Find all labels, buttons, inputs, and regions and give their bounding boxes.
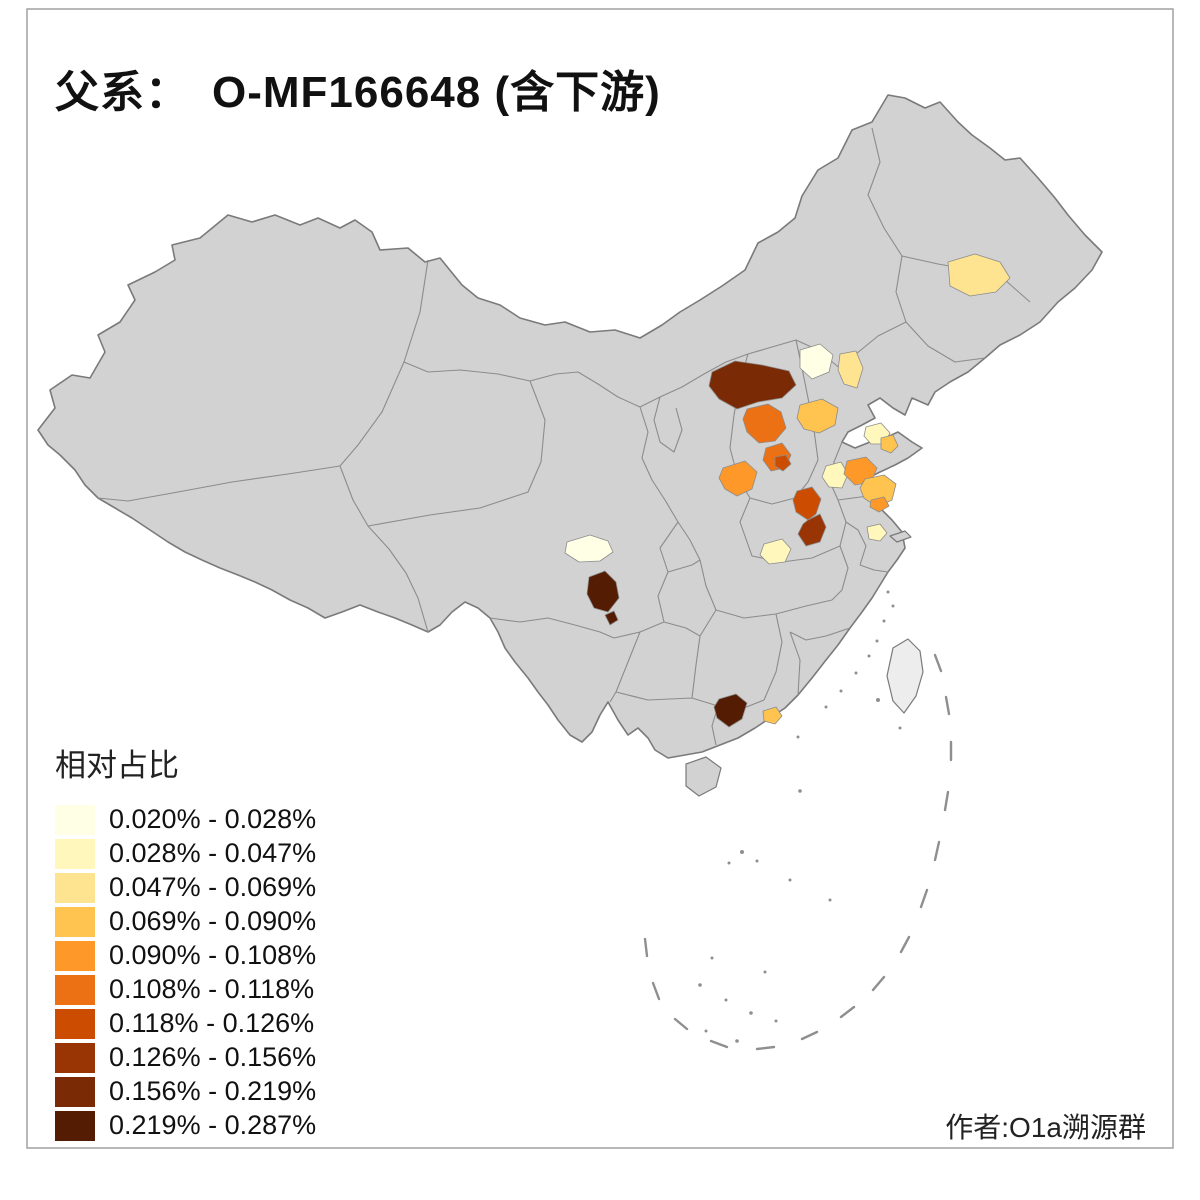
legend-item: 0.047% - 0.069% — [55, 871, 316, 904]
nine-dash-line — [643, 653, 953, 1051]
legend-title: 相对占比 — [55, 748, 179, 783]
legend-swatch — [55, 1110, 95, 1141]
island-dots — [698, 590, 902, 1043]
legend-item: 0.028% - 0.047% — [55, 837, 316, 870]
region-xinyang — [797, 513, 827, 547]
region-north-shanxi — [708, 360, 797, 410]
plot-frame — [26, 8, 1174, 1149]
region-south-henan — [792, 486, 822, 521]
legend-swatch — [55, 906, 95, 937]
chongming-island — [889, 530, 912, 543]
legend-label: 0.020% - 0.028% — [109, 804, 317, 834]
title-prefix: 父系： — [55, 68, 190, 117]
legend-label: 0.126% - 0.156% — [109, 1042, 317, 1072]
author-credit: 作者:O1a溯源群 — [945, 1112, 1146, 1143]
legend-swatch — [55, 974, 95, 1005]
taiwan-island — [886, 638, 924, 714]
legend-item: 0.108% - 0.118% — [55, 973, 316, 1006]
region-harbin — [947, 253, 1011, 297]
legend-label: 0.156% - 0.219% — [109, 1076, 317, 1106]
region-guanzhong — [718, 460, 758, 497]
region-west-shandong — [821, 461, 849, 489]
region-jiangsu-pale — [866, 523, 888, 542]
legend: 相对占比 0.020% - 0.028% 0.028% - 0.047% 0.0… — [55, 740, 316, 1143]
title-main: O-MF166648 (含下游) — [212, 68, 661, 117]
region-beijing — [799, 343, 834, 380]
legend-swatch — [55, 940, 95, 971]
legend-swatch — [55, 1076, 95, 1107]
legend-label: 0.028% - 0.047% — [109, 838, 317, 868]
legend-swatch — [55, 1042, 95, 1073]
region-east-guangxi — [713, 693, 748, 728]
highlighted-regions — [564, 253, 1011, 728]
region-southeast-shanxi-core — [774, 454, 792, 472]
page-title: 父系： O-MF166648 (含下游) — [55, 56, 661, 120]
legend-label: 0.090% - 0.108% — [109, 940, 317, 970]
legend-item: 0.219% - 0.287% — [55, 1109, 316, 1142]
region-wanbei — [869, 496, 890, 513]
hainan-island — [685, 756, 722, 797]
region-shandong-peninsula — [880, 434, 899, 454]
legend-item: 0.090% - 0.108% — [55, 939, 316, 972]
legend-label: 0.069% - 0.090% — [109, 906, 317, 936]
legend-item: 0.020% - 0.028% — [55, 803, 316, 836]
legend-label: 0.047% - 0.069% — [109, 872, 317, 902]
region-south-hebei — [796, 398, 839, 434]
region-liangshan-south — [604, 610, 619, 626]
mainland-outline — [37, 94, 1103, 759]
legend-label: 0.108% - 0.118% — [109, 974, 315, 1004]
region-chengdu — [564, 534, 614, 563]
legend-item: 0.118% - 0.126% — [55, 1007, 316, 1040]
region-central-shanxi — [742, 403, 787, 444]
region-tianjin — [837, 350, 864, 389]
legend-swatch — [55, 804, 95, 835]
legend-swatch — [55, 1008, 95, 1039]
legend-swatch — [55, 872, 95, 903]
region-liangshan — [586, 570, 620, 613]
legend-item: 0.069% - 0.090% — [55, 905, 316, 938]
legend-item: 0.126% - 0.156% — [55, 1041, 316, 1074]
legend-item: 0.156% - 0.219% — [55, 1075, 316, 1108]
legend-label: 0.118% - 0.126% — [109, 1008, 315, 1038]
region-hubei-pale — [759, 538, 792, 565]
legend-label: 0.219% - 0.287% — [109, 1110, 317, 1140]
region-west-guangdong — [762, 706, 783, 725]
legend-swatch — [55, 838, 95, 869]
